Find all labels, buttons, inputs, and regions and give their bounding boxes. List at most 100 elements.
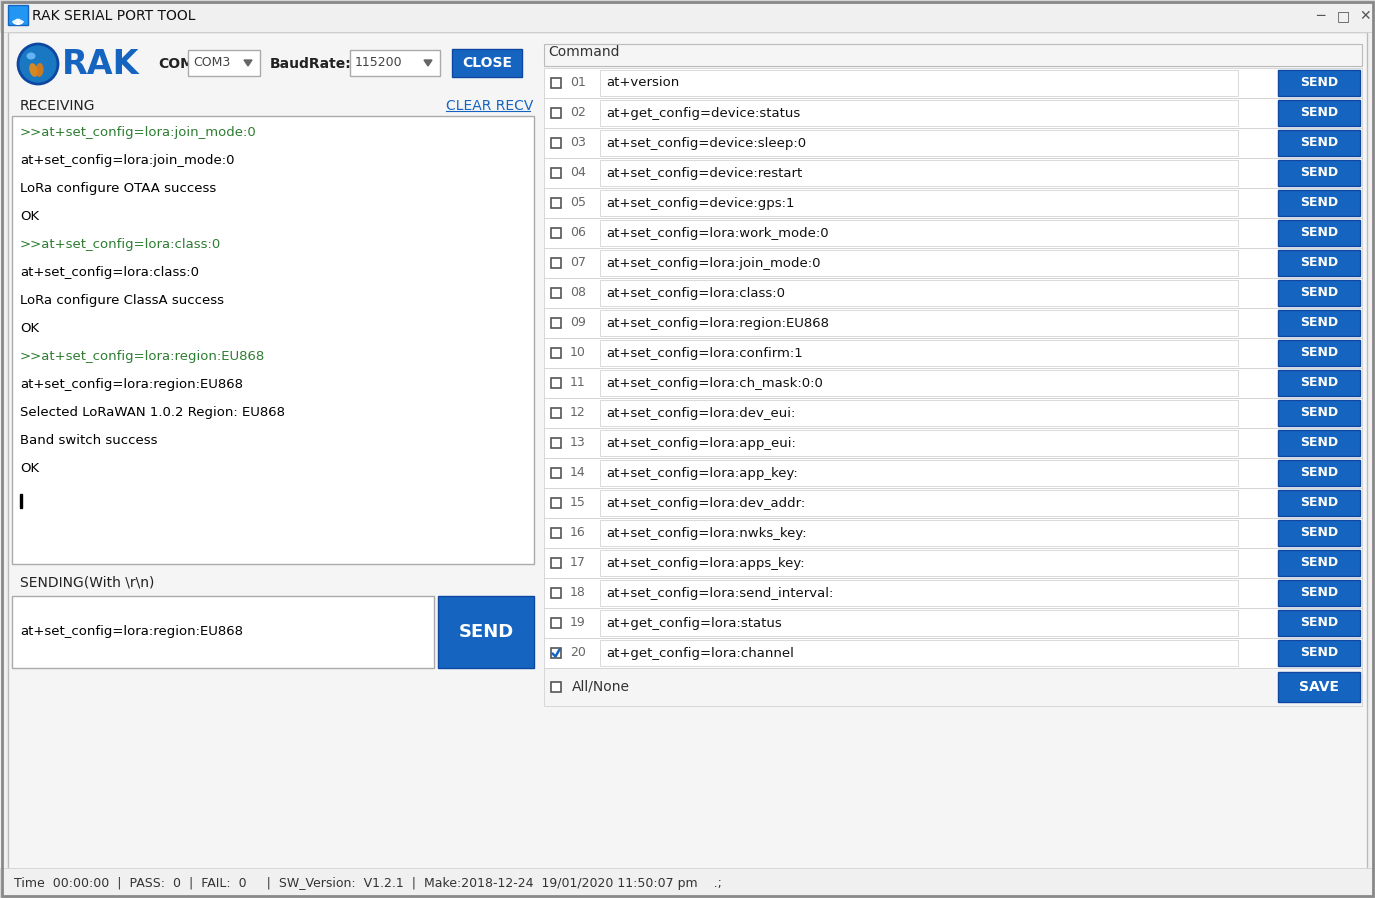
Text: SEND: SEND: [1299, 136, 1338, 149]
Bar: [351, 50, 440, 76]
Text: at+set_config=lora:class:0: at+set_config=lora:class:0: [21, 266, 199, 279]
Text: 13: 13: [571, 436, 586, 450]
Text: SEND: SEND: [1299, 347, 1338, 359]
Text: at+set_config=lora:dev_addr:: at+set_config=lora:dev_addr:: [606, 497, 806, 509]
Bar: [1277, 280, 1360, 306]
Text: 07: 07: [571, 257, 586, 269]
Bar: [544, 578, 1363, 608]
Text: 12: 12: [571, 407, 586, 419]
Text: SENDING(With \r\n): SENDING(With \r\n): [21, 575, 154, 589]
Bar: [544, 368, 1363, 398]
Text: 19: 19: [571, 617, 586, 629]
Text: SEND: SEND: [1299, 497, 1338, 509]
Text: SEND: SEND: [1299, 557, 1338, 569]
Text: SEND: SEND: [1299, 286, 1338, 300]
Text: at+set_config=lora:region:EU868: at+set_config=lora:region:EU868: [21, 378, 243, 391]
Text: SEND: SEND: [1299, 166, 1338, 180]
Bar: [1277, 160, 1360, 186]
Text: at+set_config=lora:dev_eui:: at+set_config=lora:dev_eui:: [606, 407, 795, 419]
Text: at+set_config=lora:region:EU868: at+set_config=lora:region:EU868: [21, 626, 243, 638]
Bar: [1277, 610, 1360, 636]
Bar: [544, 398, 1363, 428]
Bar: [600, 610, 1238, 636]
Bar: [551, 682, 561, 692]
Bar: [544, 128, 1363, 158]
Text: 18: 18: [571, 586, 586, 600]
Polygon shape: [424, 60, 432, 66]
Bar: [551, 438, 561, 448]
Text: at+set_config=lora:confirm:1: at+set_config=lora:confirm:1: [606, 347, 803, 359]
Text: at+set_config=device:gps:1: at+set_config=device:gps:1: [606, 197, 795, 209]
Bar: [1277, 310, 1360, 336]
Polygon shape: [243, 60, 252, 66]
Bar: [1277, 70, 1360, 96]
Bar: [600, 220, 1238, 246]
Bar: [551, 198, 561, 208]
Bar: [544, 98, 1363, 128]
Bar: [600, 430, 1238, 456]
Text: 115200: 115200: [355, 57, 403, 69]
Ellipse shape: [29, 63, 37, 77]
Text: SEND: SEND: [1299, 647, 1338, 659]
Text: CLOSE: CLOSE: [462, 56, 512, 70]
Text: SEND: SEND: [1299, 107, 1338, 119]
Text: 11: 11: [571, 376, 586, 390]
Text: at+set_config=lora:send_interval:: at+set_config=lora:send_interval:: [606, 586, 833, 600]
Text: at+set_config=lora:region:EU868: at+set_config=lora:region:EU868: [606, 316, 829, 330]
Bar: [600, 550, 1238, 576]
Bar: [551, 558, 561, 568]
Bar: [551, 468, 561, 478]
Bar: [0, 0, 1375, 32]
Text: Band switch success: Band switch success: [21, 434, 158, 447]
Text: OK: OK: [21, 322, 38, 335]
Text: at+get_config=device:status: at+get_config=device:status: [606, 107, 800, 119]
Bar: [600, 130, 1238, 156]
Bar: [600, 460, 1238, 486]
Bar: [544, 338, 1363, 368]
Text: ✕: ✕: [1358, 9, 1371, 23]
Bar: [551, 228, 561, 238]
Text: 09: 09: [571, 316, 586, 330]
Text: SEND: SEND: [458, 623, 514, 641]
Text: SEND: SEND: [1299, 586, 1338, 600]
Text: at+set_config=device:restart: at+set_config=device:restart: [606, 166, 802, 180]
Bar: [600, 520, 1238, 546]
Bar: [544, 218, 1363, 248]
Text: at+set_config=lora:join_mode:0: at+set_config=lora:join_mode:0: [606, 257, 821, 269]
Bar: [12, 596, 434, 668]
Bar: [551, 408, 561, 418]
Bar: [1277, 190, 1360, 216]
Bar: [544, 428, 1363, 458]
Bar: [1277, 580, 1360, 606]
Text: at+get_config=lora:status: at+get_config=lora:status: [606, 617, 782, 629]
Bar: [544, 668, 1363, 706]
Text: ─: ─: [1316, 9, 1324, 23]
Bar: [600, 340, 1238, 366]
Bar: [551, 588, 561, 598]
Bar: [1277, 400, 1360, 426]
Bar: [0, 868, 1375, 898]
Text: at+set_config=device:sleep:0: at+set_config=device:sleep:0: [606, 136, 806, 149]
Text: at+set_config=lora:app_key:: at+set_config=lora:app_key:: [606, 466, 798, 480]
Bar: [544, 68, 1363, 98]
Text: COM:: COM:: [158, 57, 199, 71]
Bar: [600, 280, 1238, 306]
Bar: [551, 108, 561, 118]
Bar: [544, 518, 1363, 548]
Text: at+set_config=lora:join_mode:0: at+set_config=lora:join_mode:0: [21, 154, 235, 167]
Bar: [600, 100, 1238, 126]
Bar: [12, 116, 534, 564]
Text: 01: 01: [571, 76, 586, 90]
Bar: [600, 190, 1238, 216]
Bar: [551, 618, 561, 628]
Bar: [1277, 672, 1360, 702]
Text: RECEIVING: RECEIVING: [21, 99, 95, 113]
Text: at+set_config=lora:nwks_key:: at+set_config=lora:nwks_key:: [606, 526, 807, 540]
Text: at+set_config=lora:work_mode:0: at+set_config=lora:work_mode:0: [606, 226, 829, 240]
Bar: [544, 44, 1363, 66]
Bar: [1277, 130, 1360, 156]
Text: at+set_config=lora:ch_mask:0:0: at+set_config=lora:ch_mask:0:0: [606, 376, 822, 390]
Bar: [1277, 550, 1360, 576]
Text: OK: OK: [21, 462, 38, 475]
Text: SEND: SEND: [1299, 316, 1338, 330]
